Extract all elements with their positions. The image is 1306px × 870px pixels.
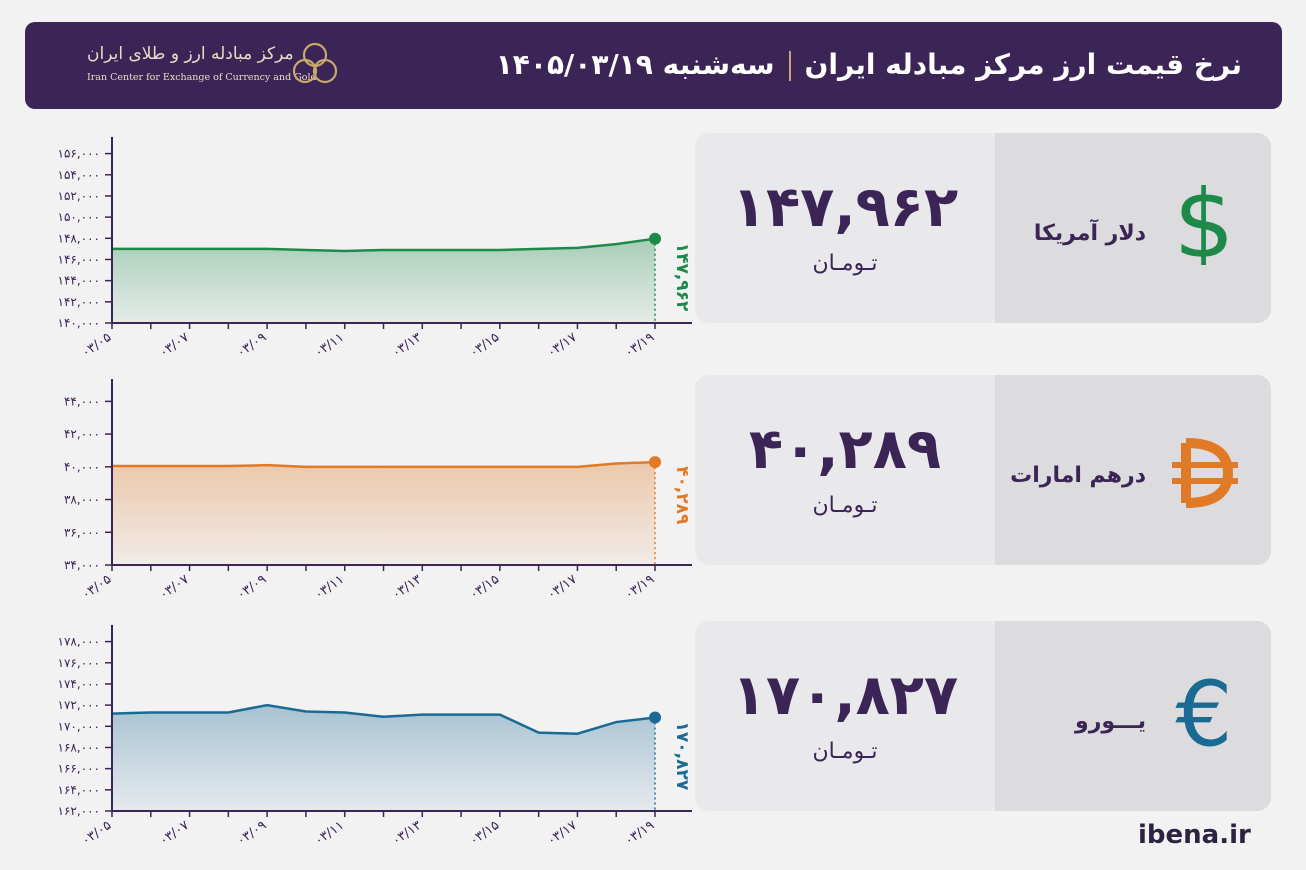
logo-text-en: Iran Center for Exchange of Currency and… <box>87 72 317 83</box>
currency-name: یـــورو <box>1075 709 1146 734</box>
x-tick-label: ۰۳/۱۹ <box>622 818 657 849</box>
y-tick-label: ۱۵۴,۰۰۰ <box>58 168 101 182</box>
y-tick-label: ۱۶۴,۰۰۰ <box>58 783 101 797</box>
x-tick-label: ۰۳/۰۵ <box>79 572 114 603</box>
y-tick-label: ۳۶,۰۰۰ <box>64 525 100 539</box>
series-line <box>112 460 656 469</box>
page-title: نرخ قیمت ارز مرکز مبادله ایران سه‌شنبه ۱۴… <box>496 48 1242 81</box>
y-tick-label: ۱۴۰,۰۰۰ <box>58 316 101 330</box>
y-tick-label: ۱۵۶,۰۰۰ <box>58 147 101 161</box>
y-tick-label: ۳۴,۰۰۰ <box>64 558 100 572</box>
y-tick-label: ۱۶۶,۰۰۰ <box>58 762 101 776</box>
x-tick-label: ۰۳/۰۹ <box>234 572 269 603</box>
euro-sign-icon: € <box>1175 673 1232 753</box>
currency-card-label-area <box>995 133 1271 323</box>
title-text: نرخ قیمت ارز مرکز مبادله ایران <box>804 48 1243 81</box>
x-tick-label: ۰۳/۱۳ <box>390 818 425 849</box>
y-tick-label: ۱۴۸,۰۰۰ <box>58 231 101 245</box>
last-value-label: ۱۴۷,۹۶۲ <box>672 243 692 312</box>
row-usd: ۱۴۷,۹۶۲ تـومـان دلار آمریکا $ ۱۴۰,۰۰۰ ۱۴۲… <box>0 133 1306 361</box>
y-tick-label: ۱۵۲,۰۰۰ <box>58 189 101 203</box>
unit-label: تـومـان <box>812 251 878 276</box>
eur-chart: ۱۶۲,۰۰۰ ۱۶۴,۰۰۰ ۱۶۶,۰۰۰ ۱۶۸,۰۰۰ ۱۷۰,۰۰۰ ۱۷۲,۰… <box>58 625 692 849</box>
currency-name: دلار آمریکا <box>1033 221 1146 246</box>
aed-chart: ۳۴,۰۰۰ ۳۶,۰۰۰ ۳۸,۰۰۰ ۴۰,۰۰۰ ۴۲,۰۰۰ ۴۴,۰۰۰ ۰۳/۰… <box>64 379 692 603</box>
x-tick-label: ۰۳/۰۷ <box>157 818 192 849</box>
usd-chart: ۱۴۰,۰۰۰ ۱۴۲,۰۰۰ ۱۴۴,۰۰۰ ۱۴۶,۰۰۰ ۱۴۸,۰۰۰ ۱۵۰,۰… <box>58 137 692 361</box>
x-tick-label: ۰۳/۱۵ <box>467 572 502 603</box>
y-tick-label: ۱۵۰,۰۰۰ <box>58 210 101 224</box>
date-text: سه‌شنبه ۱۴۰۵/۰۳/۱۹ <box>495 48 775 81</box>
currency-card-label-area <box>995 621 1271 811</box>
series-line <box>111 703 656 735</box>
y-tick-label: ۱۶۸,۰۰۰ <box>58 740 101 754</box>
last-point <box>649 711 661 724</box>
x-tick-label: ۰۳/۱۱ <box>312 818 347 849</box>
y-tick-label: ۱۷۲,۰۰۰ <box>58 698 101 712</box>
logo-text-fa: مرکز مبادله ارز و طلای ایران <box>87 44 294 64</box>
x-tick-label: ۰۳/۰۹ <box>234 330 269 361</box>
y-tick-label: ۱۷۴,۰۰۰ <box>58 677 101 691</box>
last-point <box>649 456 661 469</box>
y-tick-label: ۱۴۶,۰۰۰ <box>58 252 101 266</box>
y-tick-label: ۳۸,۰۰۰ <box>64 493 100 507</box>
svg-text:$: $ <box>1173 185 1234 265</box>
area-fill <box>112 238 655 323</box>
x-tick-label: ۰۳/۱۳ <box>390 330 425 361</box>
area-fill <box>112 705 655 811</box>
x-tick-label: ۰۳/۱۳ <box>390 572 425 603</box>
logo-mark-icon <box>292 42 338 84</box>
y-tick-label: ۱۴۴,۰۰۰ <box>58 274 101 288</box>
last-value-label: ۴۰,۲۸۹ <box>672 466 692 525</box>
site-url: ibena.ir <box>1138 820 1251 850</box>
unit-label: تـومـان <box>812 493 878 518</box>
row-eur: ۱۷۰,۸۲۷ تـومـان یـــورو € ۱۶۲,۰۰۰ ۱۶۴,۰۰۰… <box>0 621 1306 849</box>
y-tick-label: ۱۷۶,۰۰۰ <box>58 656 101 670</box>
x-tick-label: ۰۳/۱۱ <box>312 572 347 603</box>
current-price: ۱۷۰,۸۲۷ <box>731 663 959 728</box>
y-tick-label: ۱۶۲,۰۰۰ <box>58 804 101 818</box>
currency-name: درهم امارات <box>1010 463 1146 488</box>
x-tick-label: ۰۳/۱۹ <box>622 572 657 603</box>
current-price: ۱۴۷,۹۶۲ <box>731 175 959 240</box>
x-tick-label: ۰۳/۱۷ <box>545 330 580 361</box>
y-tick-label: ۱۴۲,۰۰۰ <box>58 295 101 309</box>
x-tick-label: ۰۳/۱۷ <box>545 818 580 849</box>
y-tick-label: ۴۰,۰۰۰ <box>64 460 100 474</box>
last-value-label: ۱۷۰,۸۲۷ <box>672 722 692 791</box>
y-tick-label: ۱۷۰,۰۰۰ <box>58 719 101 733</box>
y-tick-label: ۴۲,۰۰۰ <box>64 427 100 441</box>
header-bar: نرخ قیمت ارز مرکز مبادله ایران سه‌شنبه ۱۴… <box>25 22 1282 109</box>
logo: مرکز مبادله ارز و طلای ایران Iran Center… <box>61 38 351 94</box>
x-tick-label: ۰۳/۰۵ <box>79 330 114 361</box>
x-tick-label: ۰۳/۰۷ <box>157 572 192 603</box>
current-price: ۴۰,۲۸۹ <box>748 417 942 482</box>
x-tick-label: ۰۳/۰۵ <box>79 818 114 849</box>
x-tick-label: ۰۳/۰۷ <box>157 330 192 361</box>
dirham-sign-icon <box>1172 438 1238 508</box>
x-tick-label: ۰۳/۱۷ <box>545 572 580 603</box>
x-tick-label: ۰۳/۱۵ <box>467 818 502 849</box>
x-tick-label: ۰۳/۱۹ <box>622 330 657 361</box>
series-line <box>112 237 656 253</box>
y-tick-label: ۱۷۸,۰۰۰ <box>58 635 101 649</box>
x-tick-label: ۰۳/۱۱ <box>312 330 347 361</box>
x-tick-label: ۰۳/۱۵ <box>467 330 502 361</box>
row-aed: ۴۰,۲۸۹ تـومـان درهم امارات ۳۴,۰۰۰ ۳۶,۰۰۰ ۳… <box>0 375 1306 603</box>
title-separator <box>788 51 791 81</box>
last-point <box>649 232 661 245</box>
unit-label: تـومـان <box>812 739 878 764</box>
dollar-sign-icon: $ <box>1173 185 1234 265</box>
x-tick-label: ۰۳/۰۹ <box>234 818 269 849</box>
y-tick-label: ۴۴,۰۰۰ <box>64 394 100 408</box>
svg-text:€: € <box>1175 673 1232 753</box>
area-fill <box>112 462 655 565</box>
